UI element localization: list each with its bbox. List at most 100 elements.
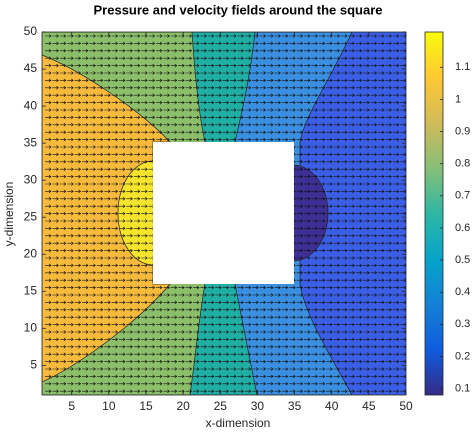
velocity-arrow <box>45 359 52 364</box>
velocity-arrow <box>400 174 406 179</box>
velocity-arrow <box>378 345 385 349</box>
velocity-arrow <box>111 34 119 38</box>
velocity-arrow <box>333 167 341 171</box>
velocity-arrow <box>296 382 304 386</box>
velocity-arrow <box>259 123 267 127</box>
velocity-arrow <box>126 34 133 38</box>
velocity-arrow <box>333 367 341 371</box>
velocity-arrow <box>82 308 89 312</box>
velocity-arrow <box>355 263 363 268</box>
velocity-arrow <box>400 330 406 334</box>
velocity-arrow <box>296 174 304 179</box>
velocity-arrow <box>111 41 119 46</box>
velocity-arrow <box>59 248 67 253</box>
velocity-arrow <box>304 278 311 282</box>
velocity-arrow <box>400 167 406 171</box>
velocity-arrow <box>311 248 318 253</box>
velocity-arrow <box>237 86 244 90</box>
velocity-arrow <box>304 49 311 53</box>
velocity-arrow <box>45 322 52 327</box>
velocity-arrow <box>400 123 406 127</box>
velocity-arrow <box>133 337 141 342</box>
velocity-arrow <box>126 115 133 120</box>
velocity-arrow <box>392 352 400 356</box>
velocity-arrow <box>355 63 363 68</box>
velocity-arrow <box>193 100 200 105</box>
velocity-arrow <box>96 352 104 356</box>
velocity-arrow <box>333 49 341 53</box>
velocity-arrow <box>82 271 89 275</box>
velocity-arrow <box>252 315 259 319</box>
velocity-arrow <box>333 41 341 46</box>
velocity-arrow <box>326 152 333 157</box>
velocity-arrow <box>378 137 385 142</box>
velocity-arrow <box>215 137 222 142</box>
velocity-arrow <box>96 256 104 260</box>
velocity-arrow <box>392 123 400 127</box>
velocity-arrow <box>378 56 385 60</box>
velocity-arrow <box>67 86 74 90</box>
velocity-arrow <box>333 34 341 38</box>
velocity-arrow <box>385 278 392 282</box>
velocity-arrow <box>200 293 207 297</box>
velocity-arrow <box>296 322 304 327</box>
velocity-arrow <box>326 300 333 305</box>
velocity-arrow <box>96 78 104 83</box>
velocity-arrow <box>185 93 193 97</box>
velocity-arrow <box>304 174 311 179</box>
velocity-arrow <box>355 248 363 253</box>
velocity-arrow <box>274 293 281 297</box>
velocity-arrow <box>326 71 333 75</box>
velocity-arrow <box>341 56 348 60</box>
velocity-arrow <box>355 211 363 216</box>
velocity-arrow <box>126 374 133 379</box>
velocity-arrow <box>378 367 385 371</box>
velocity-arrow <box>119 263 126 268</box>
velocity-arrow <box>326 137 333 142</box>
velocity-arrow <box>148 56 156 60</box>
velocity-arrow <box>96 278 104 282</box>
velocity-arrow <box>148 123 156 127</box>
velocity-arrow <box>111 145 119 149</box>
velocity-arrow <box>326 278 333 282</box>
velocity-arrow <box>363 204 370 208</box>
velocity-arrow <box>119 71 126 75</box>
velocity-arrow <box>318 174 326 179</box>
velocity-arrow <box>52 330 59 334</box>
velocity-arrow <box>141 367 148 371</box>
velocity-arrow <box>222 123 230 127</box>
velocity-arrow <box>304 160 311 164</box>
velocity-arrow <box>363 256 370 260</box>
velocity-arrow <box>296 263 304 268</box>
velocity-arrow <box>289 322 296 327</box>
velocity-arrow <box>45 300 52 305</box>
velocity-arrow <box>326 359 333 364</box>
velocity-arrow <box>96 219 104 223</box>
velocity-arrow <box>193 71 200 75</box>
velocity-arrow <box>400 352 406 356</box>
velocity-arrow <box>385 315 392 319</box>
velocity-arrow <box>45 271 52 275</box>
velocity-arrow <box>274 108 281 112</box>
velocity-arrow <box>311 322 318 327</box>
velocity-arrow <box>230 63 237 68</box>
velocity-arrow <box>67 330 74 334</box>
velocity-arrow <box>385 86 392 90</box>
velocity-arrow <box>89 189 96 194</box>
velocity-arrow <box>267 130 274 134</box>
velocity-arrow <box>119 374 126 379</box>
velocity-arrow <box>148 130 156 134</box>
velocity-arrow <box>148 293 156 297</box>
velocity-arrow <box>400 189 406 194</box>
velocity-arrow <box>170 93 178 97</box>
velocity-arrow <box>355 167 363 171</box>
velocity-arrow <box>82 263 89 268</box>
velocity-arrow <box>230 108 237 112</box>
velocity-arrow <box>348 293 355 297</box>
velocity-arrow <box>267 115 274 120</box>
velocity-arrow <box>311 34 318 38</box>
velocity-arrow <box>215 93 222 97</box>
velocity-arrow <box>363 271 370 275</box>
velocity-arrow <box>230 367 237 371</box>
velocity-arrow <box>178 137 185 142</box>
